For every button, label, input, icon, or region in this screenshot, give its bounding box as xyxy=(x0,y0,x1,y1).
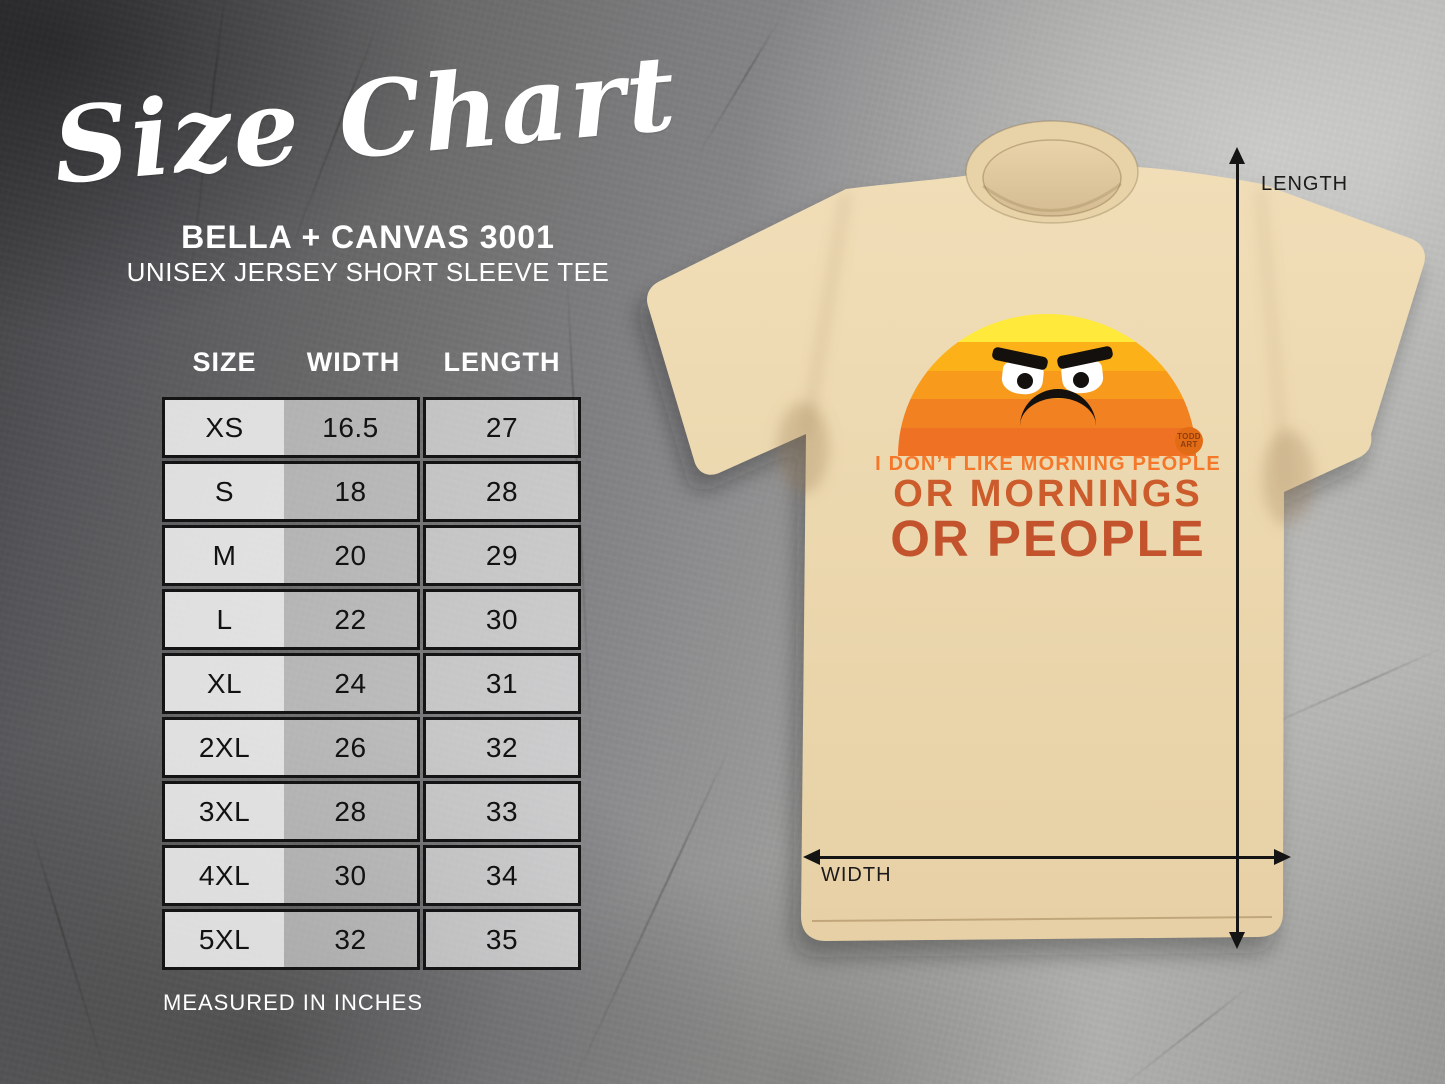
collar xyxy=(965,120,1139,224)
size-cell: XL xyxy=(165,656,284,711)
brand-badge: TODD ART xyxy=(1175,427,1203,455)
size-cell: M xyxy=(165,528,284,583)
size-cell: L xyxy=(165,592,284,647)
table-row: S 18 28 xyxy=(162,461,581,522)
width-cell: 32 xyxy=(284,912,417,967)
width-cell: 24 xyxy=(284,656,417,711)
length-label: LENGTH xyxy=(1261,173,1349,195)
size-cell: S xyxy=(165,464,284,519)
column-header-size: SIZE xyxy=(192,347,257,377)
arrow-up-icon xyxy=(1229,147,1245,164)
pupil-right xyxy=(1073,372,1089,388)
length-cell: 27 xyxy=(485,411,519,443)
table-row: XL 24 31 xyxy=(162,653,581,714)
length-measure-arrow xyxy=(1229,147,1245,949)
table-row: XS 16.5 27 xyxy=(162,397,581,458)
arrow-right-icon xyxy=(1274,849,1291,865)
width-cell: 26 xyxy=(284,720,417,775)
width-cell: 28 xyxy=(284,784,417,839)
length-cell: 34 xyxy=(485,859,519,891)
arrow-down-icon xyxy=(1229,932,1245,949)
table-row: 5XL 32 35 xyxy=(162,909,581,970)
length-cell: 29 xyxy=(485,539,519,571)
hem-stitch xyxy=(811,916,1273,922)
length-cell: 31 xyxy=(485,667,519,699)
pupil-left xyxy=(1017,373,1033,389)
table-row: 4XL 30 34 xyxy=(162,845,581,906)
width-cell: 30 xyxy=(284,848,417,903)
width-cell: 22 xyxy=(284,592,417,647)
width-cell: 18 xyxy=(284,464,417,519)
design-text-line-3: OR PEOPLE xyxy=(890,510,1206,567)
brand-badge-text: TODD xyxy=(1177,432,1201,441)
size-cell: 5XL xyxy=(165,912,284,967)
shirt-body xyxy=(647,150,1425,941)
table-row: 2XL 26 32 xyxy=(162,717,581,778)
size-table: XS 16.5 27 S 18 28 M 20 29 L 22 30 XL 24 31 2… xyxy=(162,397,581,970)
width-measure-arrow xyxy=(803,849,1291,865)
design-text-line-1: I DON’T LIKE MORNING PEOPLE xyxy=(875,453,1221,475)
length-cell: 33 xyxy=(485,795,519,827)
size-table-header: SIZE WIDTH LENGTH xyxy=(162,347,581,378)
column-header-length: LENGTH xyxy=(443,347,561,377)
table-row: L 22 30 xyxy=(162,589,581,650)
width-label: WIDTH xyxy=(821,864,892,886)
length-cell: 28 xyxy=(485,475,519,507)
brand-badge-text: ART xyxy=(1180,440,1198,449)
size-cell: 2XL xyxy=(165,720,284,775)
width-cell: 16.5 xyxy=(284,400,417,455)
table-row: M 20 29 xyxy=(162,525,581,586)
sun-stripe xyxy=(898,427,1196,456)
width-cell: 20 xyxy=(284,528,417,583)
table-row: 3XL 28 33 xyxy=(162,781,581,842)
measurement-unit-note: MEASURED IN INCHES xyxy=(163,990,424,1015)
length-cell: 32 xyxy=(485,731,519,763)
size-cell: 3XL xyxy=(165,784,284,839)
product-name: BELLA + CANVAS 3001 xyxy=(181,219,555,255)
frown-mouth xyxy=(1020,389,1096,426)
product-subtitle: UNISEX JERSEY SHORT SLEEVE TEE xyxy=(126,257,610,287)
length-cell: 30 xyxy=(485,603,519,635)
column-header-width: WIDTH xyxy=(306,347,401,377)
length-cell: 35 xyxy=(485,923,519,955)
arrow-left-icon xyxy=(803,849,820,865)
size-cell: 4XL xyxy=(165,848,284,903)
design-text-line-2: OR MORNINGS xyxy=(893,473,1203,515)
size-cell: XS xyxy=(165,400,284,455)
